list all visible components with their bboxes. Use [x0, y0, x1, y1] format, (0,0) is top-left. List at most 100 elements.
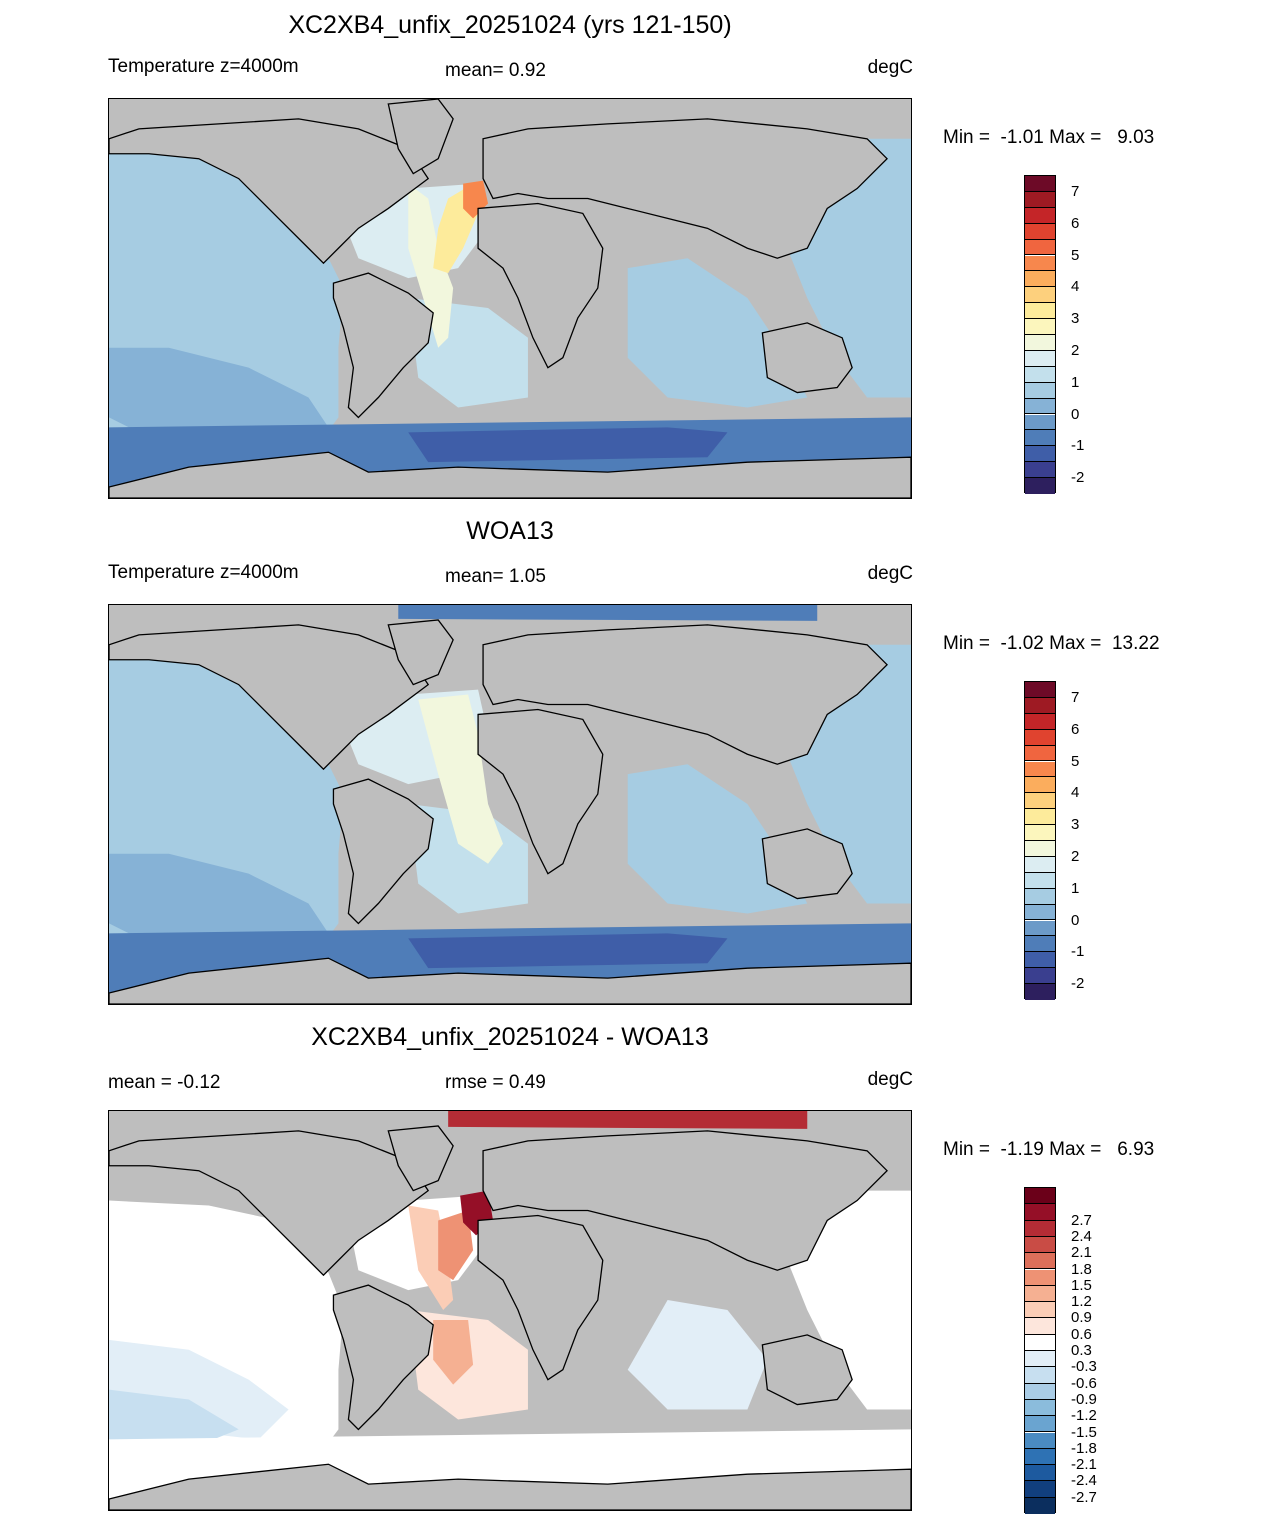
- colorbar-box: [1025, 478, 1055, 494]
- colorbar-box: [1025, 872, 1055, 889]
- panel-rmse-label: rmse = 0.49: [445, 1072, 546, 1093]
- colorbar-tick-label: 2.7: [1071, 1211, 1092, 1229]
- colorbar-box: [1025, 255, 1055, 272]
- diff-field-med-outflow: [438, 1210, 474, 1281]
- land-north-america: [109, 624, 430, 771]
- colorbar-box: [1025, 777, 1055, 794]
- colorbar-box: [1025, 382, 1055, 399]
- colorbar-box: [1025, 1383, 1055, 1400]
- colorbar-tick-label: 3: [1071, 310, 1080, 328]
- colorbar-box: [1025, 1220, 1055, 1237]
- colorbar-box: [1025, 239, 1055, 256]
- colorbar-tick-label: 7: [1071, 688, 1080, 706]
- panel-mean-label: mean= 1.05: [445, 566, 546, 587]
- colorbar-box: [1025, 1399, 1055, 1417]
- panel-observations: WOA13 Temperature z=4000m mean= 1.05 deg…: [0, 506, 1285, 1012]
- diff-field-south-pacific-blue: [109, 1389, 239, 1450]
- colorbar-tick-label: -1: [1071, 437, 1085, 455]
- ocean-field-arctic-strip: [398, 605, 818, 621]
- colorbar-box: [1025, 287, 1055, 304]
- ocean-field-indian: [627, 764, 808, 914]
- colorbar-box: [1025, 176, 1055, 192]
- panel-difference: XC2XB4_unfix_20251024 - WOA13 mean = -0.…: [0, 1012, 1285, 1518]
- diff-field-arctic-strip: [448, 1111, 808, 1129]
- colorbar-tick-label: 1: [1071, 373, 1080, 391]
- colorbar-box: [1025, 398, 1055, 415]
- colorbar-box: [1025, 841, 1055, 857]
- colorbar-tick-label: 0.6: [1071, 1325, 1092, 1343]
- panel-units-label: degC: [867, 1069, 913, 1090]
- ocean-field-circumpolar: [408, 427, 728, 463]
- colorbar-tick-label: -2.7: [1071, 1488, 1097, 1506]
- colorbar: [1024, 1187, 1056, 1514]
- colorbar-box: [1025, 303, 1055, 320]
- colorbar-tick-label: -0.6: [1071, 1374, 1097, 1392]
- ocean-field-circumpolar: [408, 933, 728, 969]
- colorbar-box: [1025, 1302, 1055, 1319]
- colorbar-box: [1025, 366, 1055, 383]
- colorbar-box: [1025, 271, 1055, 288]
- colorbar-box: [1025, 1351, 1055, 1368]
- colorbar-box: [1025, 745, 1055, 762]
- colorbar-box: [1025, 414, 1055, 431]
- colorbar-tick-label: -0.9: [1071, 1390, 1097, 1408]
- map-model-temperature: [108, 98, 912, 499]
- colorbar-box: [1025, 825, 1055, 841]
- colorbar-tick-label: 2: [1071, 847, 1080, 865]
- colorbar-tick-label: -1: [1071, 943, 1085, 961]
- colorbar-box: [1025, 904, 1055, 921]
- panel-title: WOA13: [466, 517, 554, 545]
- colorbar-box: [1025, 350, 1055, 367]
- colorbar-box: [1025, 1465, 1055, 1482]
- colorbar-tick-label: -1.2: [1071, 1407, 1097, 1425]
- colorbar-tick-label: 0.9: [1071, 1309, 1092, 1327]
- colorbar-box: [1025, 809, 1055, 826]
- panel-model: XC2XB4_unfix_20251024 (yrs 121-150) Temp…: [0, 0, 1285, 506]
- land-antarctica: [109, 451, 911, 498]
- colorbar: [1024, 175, 1056, 494]
- colorbar-box: [1025, 1188, 1055, 1205]
- panel-mean-label: mean = -0.12: [108, 1072, 221, 1093]
- colorbar-box: [1025, 1334, 1055, 1351]
- land-greenland: [387, 619, 454, 686]
- colorbar-box: [1025, 1318, 1055, 1335]
- colorbar-box: [1025, 223, 1055, 240]
- diff-field-indian: [627, 1300, 768, 1410]
- colorbar-tick-label: -2.1: [1071, 1456, 1097, 1474]
- colorbar-tick-label: 4: [1071, 784, 1080, 802]
- colorbar-box: [1025, 936, 1055, 953]
- panel-title: XC2XB4_unfix_20251024 (yrs 121-150): [288, 11, 732, 39]
- land-africa: [477, 1214, 604, 1381]
- map-woa13-temperature: [108, 604, 912, 1005]
- panel-minmax: Min = -1.02 Max = 13.22: [943, 633, 1160, 654]
- colorbar-box: [1025, 1285, 1055, 1303]
- land-europe-asia: [482, 118, 888, 259]
- land-europe-asia: [482, 1130, 888, 1271]
- colorbar-box: [1025, 920, 1055, 937]
- colorbar-box: [1025, 984, 1055, 1000]
- land-africa: [477, 202, 604, 369]
- colorbar-box: [1025, 856, 1055, 873]
- land-north-america: [109, 1130, 430, 1277]
- colorbar-tick-label: 2.4: [1071, 1227, 1092, 1245]
- colorbar-tick-label: -1.5: [1071, 1423, 1097, 1441]
- colorbar-box: [1025, 952, 1055, 969]
- colorbar-tick-label: 6: [1071, 214, 1080, 232]
- panel-units-label: degC: [867, 57, 913, 78]
- colorbar-box: [1025, 446, 1055, 463]
- colorbar-box: [1025, 713, 1055, 730]
- land-africa: [477, 708, 604, 875]
- ocean-field-indian: [627, 258, 808, 408]
- colorbar-tick-label: 1: [1071, 879, 1080, 897]
- colorbar-box: [1025, 1253, 1055, 1270]
- colorbar-tick-label: 0.3: [1071, 1342, 1092, 1359]
- panel-units-label: degC: [867, 563, 913, 584]
- colorbar-tick-label: 3: [1071, 816, 1080, 834]
- colorbar-tick-label: -0.3: [1071, 1358, 1097, 1376]
- colorbar-box: [1025, 682, 1055, 698]
- colorbar-tick-label: 2: [1071, 341, 1080, 359]
- land-north-america: [109, 118, 430, 265]
- colorbar-box: [1025, 319, 1055, 335]
- colorbar: [1024, 681, 1056, 1000]
- colorbar-tick-label: -1.8: [1071, 1439, 1097, 1457]
